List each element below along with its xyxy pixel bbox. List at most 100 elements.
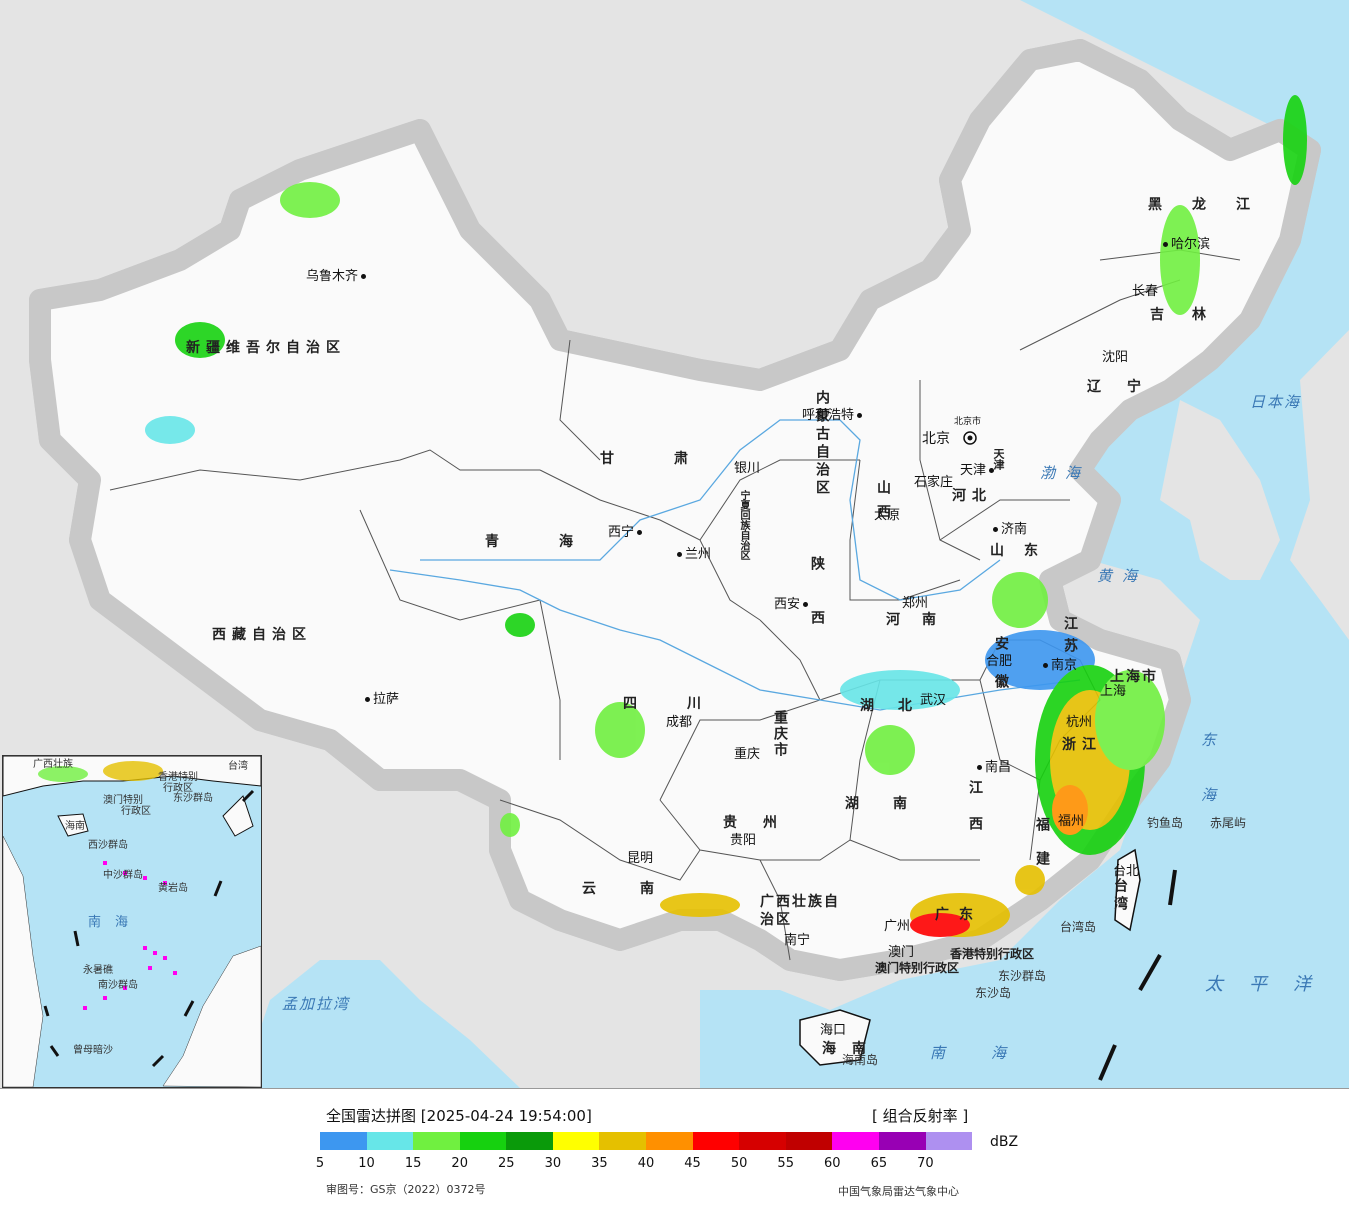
color-swatch [785,1132,833,1150]
city-hefei: 合肥 [986,654,1013,669]
city-kunming: 昆明 [627,851,654,866]
scale-tick-label: 10 [358,1156,375,1171]
inset-label-macau-region: 行政区 [121,806,151,817]
color-swatch [925,1132,973,1150]
city-taiyuan: 太原 [874,508,901,523]
city-guangzhou: 广州 [884,919,911,934]
unit-label: dBZ [990,1134,1019,1150]
province-shandong: 山东 [990,543,1058,559]
island-dongsha: 东沙岛 [975,986,1012,1000]
city-nanjing: 南京 [1040,659,1077,672]
city-tianjin: 天津 [960,464,997,477]
color-swatch [878,1132,926,1150]
city-guiyang: 贵阳 [730,833,757,848]
city-harbin: 哈尔滨 [1160,238,1210,251]
city-chongqing: 重庆 [734,747,761,762]
province-xinjiang: 新疆维吾尔自治区 [186,340,346,356]
inset-label-zhongsha: 中沙群岛 [103,870,143,881]
scale-tick-label: 15 [404,1156,422,1171]
city-zhengzhou: 郑州 [902,596,929,611]
inset-label-xisha: 西沙群岛 [88,840,128,851]
province-shanghai: 上海市 [1110,669,1158,685]
city-taipei: 台北 [1113,864,1140,879]
island-diaoyu: 钓鱼岛 [1147,816,1184,830]
island-dongsha-islands: 东沙群岛 [998,969,1047,983]
color-swatch [366,1132,414,1150]
scale-tick-label: 25 [498,1156,515,1171]
city-yinchuan: 银川 [734,461,761,476]
province-jiangsu: 江苏 [1062,616,1078,660]
city-xining: 西宁 [608,526,645,539]
scale-tick-label: 35 [591,1156,608,1171]
province-liaoning: 辽宁 [1087,379,1167,395]
province-sichuan: 四川 [623,696,751,712]
city-fuzhou: 福州 [1058,814,1085,829]
province-jilin: 吉林 [1150,307,1234,323]
province-xizang: 西藏自治区 [212,627,312,643]
color-swatch [320,1132,367,1150]
sea-south: 南海 [930,1044,1053,1062]
scale-tick-label: 5 [315,1156,325,1171]
city-hohhot: 呼和浩特 [802,409,865,422]
inset-label-guangxi: 广西壮族 [33,759,73,770]
province-shanxi: 山西 [875,480,891,528]
city-shijiazhuang: 石家庄 [914,475,954,490]
scale-tick-label: 40 [637,1156,655,1171]
inset-label-zengmu: 曾母暗沙 [73,1045,113,1056]
province-ningxia: 宁夏回族自治区 [738,490,749,560]
city-hangzhou: 杭州 [1066,715,1093,730]
scale-tick-label: 65 [870,1156,888,1171]
island-chiwei: 赤尾屿 [1210,816,1247,830]
color-swatch [692,1132,740,1150]
province-taiwan: 台湾 [1112,878,1128,914]
province-hubei: 湖北 [860,698,936,714]
city-shenyang: 沈阳 [1102,350,1129,365]
scale-tick-label: 60 [824,1156,841,1171]
color-swatch [599,1132,647,1150]
sea-east: 东海 [1199,732,1217,842]
color-swatch [552,1132,600,1150]
inset-label-taiwan: 台湾 [228,761,248,772]
city-haikou: 海口 [820,1023,847,1038]
province-hongkong: 香港特别行政区 [950,947,1035,961]
province-yunnan: 云南 [582,881,698,897]
scale-tick-label: 50 [730,1156,748,1171]
color-swatch [646,1132,693,1150]
scale-tick-label: 45 [684,1156,701,1171]
sea-japan: 日本海 [1250,393,1302,411]
city-wuhan: 武汉 [920,693,947,708]
city-xian: 西安 [774,598,811,611]
city-changchun: 长春 [1132,284,1159,299]
source-label: 中国气象局雷达气象中心 [838,1185,959,1198]
province-guizhou: 贵州 [723,815,803,831]
island-taiwan: 台湾岛 [1060,920,1097,934]
sea-pacific: 太平洋 [1205,974,1337,995]
city-beijing: 北京 [922,431,950,447]
color-swatch [459,1132,507,1150]
legend-title: 全国雷达拼图 [2025-04-24 19:54:00] [326,1107,592,1125]
province-zhejiang: 浙江 [1062,737,1102,753]
province-neimenggu: 内蒙古自治区 [814,390,830,498]
scale-tick-label: 30 [544,1156,562,1171]
city-beijing-city: 北京市 [954,417,982,427]
province-fujian: 福建 [1034,817,1050,885]
color-swatch [832,1132,879,1150]
inset-label-hainan: 海南 [65,821,85,832]
inset-label-south-sea: 南海 [88,915,143,930]
city-lhasa: 拉萨 [362,693,399,706]
city-nanning: 南宁 [784,933,811,948]
scale-tick-label: 20 [451,1156,468,1171]
inset-label-dongsha: 东沙群岛 [173,793,213,804]
map-canvas [29,0,1349,1088]
color-swatch [413,1132,460,1150]
color-swatch [739,1132,786,1150]
city-urumqi: 乌鲁木齐 [306,270,369,283]
province-guangxi: 广西壮族自治区 [760,894,840,928]
product-name: [ 组合反射率 ] [872,1107,969,1125]
south-china-sea-inset: 广西壮族 香港特别 行政区 澳门特别 行政区 台湾 海南 西沙群岛 东沙群岛 中… [2,755,262,1088]
map-area: 新疆维吾尔自治区 西藏自治区 青海 甘肃 黑龙江 吉林 辽宁 河北 山西 山东 … [0,0,1349,1088]
scale-tick-label: 55 [777,1156,794,1171]
province-hebei: 河北 [952,488,992,504]
province-hunan: 湖南 [845,796,941,812]
